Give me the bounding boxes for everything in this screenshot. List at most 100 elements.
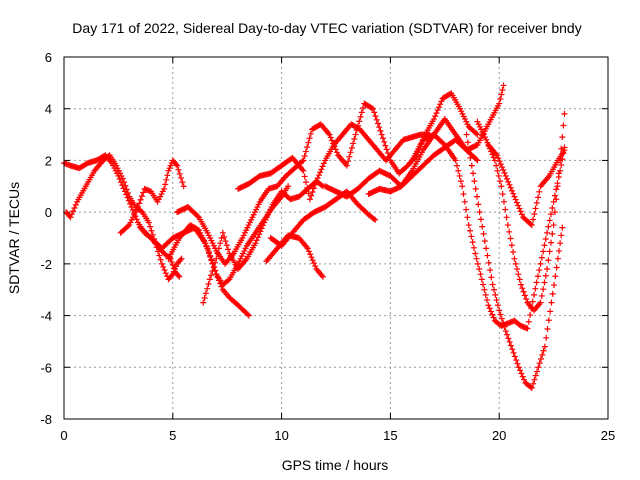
data-point: [537, 299, 544, 306]
plot-frame: [63, 56, 609, 420]
data-point: [511, 353, 518, 360]
data-point: [314, 175, 321, 182]
data-point: [461, 198, 468, 205]
grid-lines: [64, 57, 608, 419]
data-point: [504, 222, 511, 229]
data-point: [309, 188, 316, 195]
data-point: [333, 149, 340, 156]
data-point: [309, 257, 316, 264]
data-point: [194, 213, 201, 220]
data-point: [320, 160, 327, 167]
data-point: [485, 259, 492, 266]
data-point: [549, 230, 556, 237]
data-point: [352, 131, 359, 138]
data-point: [464, 139, 471, 146]
data-point: [256, 231, 263, 238]
data-point: [549, 290, 556, 297]
data-point: [470, 244, 477, 251]
data-point: [305, 139, 312, 146]
data-point: [312, 263, 319, 270]
data-point: [164, 172, 171, 179]
data-point: [532, 205, 539, 212]
data-point: [514, 266, 521, 273]
data-point: [434, 107, 441, 114]
data-point: [536, 267, 543, 274]
data-point: [201, 294, 208, 301]
data-point: [374, 120, 381, 127]
data-point: [176, 273, 183, 280]
data-point: [496, 100, 503, 107]
data-point: [306, 196, 313, 203]
data-point: [514, 360, 521, 367]
data-point: [500, 167, 507, 174]
data-point: [553, 264, 560, 271]
data-point: [205, 281, 212, 288]
data-point: [215, 245, 222, 252]
data-point: [534, 273, 541, 280]
data-point: [463, 131, 470, 138]
data-point: [472, 250, 479, 257]
data-point: [178, 175, 185, 182]
data-point: [119, 182, 126, 189]
data-point: [350, 140, 357, 147]
data-point: [479, 223, 486, 230]
data-point: [160, 263, 167, 270]
y-tick-label: -8: [40, 412, 52, 427]
data-point: [540, 286, 547, 293]
data-point: [115, 172, 122, 179]
data-point: [379, 135, 386, 142]
data-point: [494, 302, 501, 309]
data-point: [134, 203, 141, 210]
data-point: [492, 291, 499, 298]
data-point: [313, 178, 320, 185]
data-point: [544, 326, 551, 333]
data-point: [147, 223, 154, 230]
data-point: [531, 291, 538, 298]
data-point: [541, 242, 548, 249]
data-point: [214, 250, 221, 257]
data-point: [253, 237, 260, 244]
data-point: [468, 162, 475, 169]
data-point: [529, 298, 536, 305]
data-point: [161, 185, 168, 192]
data-point: [301, 173, 308, 180]
data-point: [116, 176, 123, 183]
series-track-k: [300, 90, 481, 177]
data-point: [545, 317, 552, 324]
data-point: [326, 131, 333, 138]
data-point: [173, 161, 180, 168]
data-point: [538, 254, 545, 261]
data-point: [512, 196, 519, 203]
data-point: [560, 122, 567, 129]
data-point: [498, 315, 505, 322]
data-point: [351, 136, 358, 143]
data-point: [524, 325, 531, 332]
data-point: [168, 258, 175, 265]
data-point: [383, 146, 390, 153]
data-point: [285, 183, 292, 190]
data-point: [376, 124, 383, 131]
data-point: [547, 308, 554, 315]
data-point: [559, 224, 566, 231]
data-point: [300, 157, 307, 164]
data-point: [162, 181, 169, 188]
data-point: [125, 197, 132, 204]
data-point: [554, 255, 561, 262]
data-point: [259, 222, 266, 229]
data-point: [502, 328, 509, 335]
data-point: [384, 150, 391, 157]
y-tick-label: 0: [45, 205, 52, 220]
data-point: [491, 157, 498, 164]
data-point: [128, 203, 135, 210]
data-point: [169, 262, 176, 269]
data-point: [208, 256, 215, 263]
data-point: [532, 285, 539, 292]
data-point: [536, 188, 543, 195]
data-point: [493, 162, 500, 169]
data-point: [537, 260, 544, 267]
data-point: [551, 209, 558, 216]
data-points: [61, 82, 568, 391]
data-point: [372, 216, 379, 223]
data-point: [551, 282, 558, 289]
data-point: [473, 130, 480, 137]
